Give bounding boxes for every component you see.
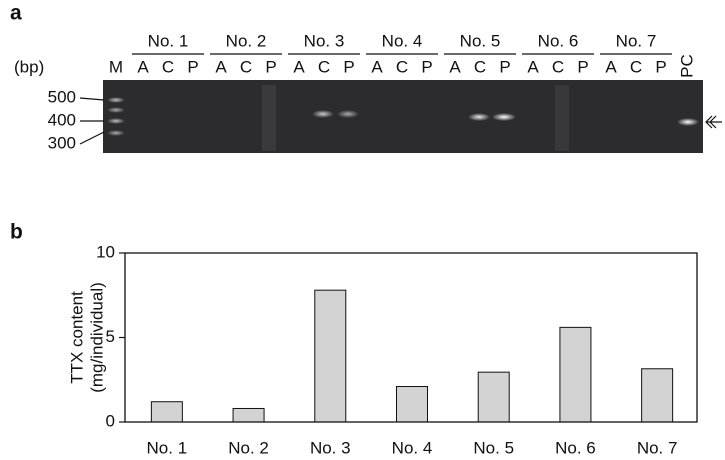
panel-label: a — [10, 2, 22, 25]
bar — [478, 372, 509, 422]
bar — [642, 369, 673, 422]
unit-label: (bp) — [14, 57, 44, 76]
y-tick-label: 10 — [96, 242, 115, 261]
lane-label: P — [421, 57, 432, 76]
bar — [560, 327, 591, 422]
x-tick-label: No. 4 — [392, 438, 433, 457]
marker-size: 400 — [48, 110, 76, 129]
bar — [397, 387, 428, 422]
lane-label: A — [293, 57, 305, 76]
marker-size: 300 — [48, 133, 76, 152]
lane-label: PC — [677, 54, 696, 78]
y-axis-label: TTX content — [67, 291, 86, 384]
lane-label: C — [162, 57, 174, 76]
lane-label: P — [577, 57, 588, 76]
lane-label: A — [215, 57, 227, 76]
y-axis-label: (mg/individual) — [87, 282, 106, 393]
gel — [103, 80, 703, 153]
lane-label: C — [474, 57, 486, 76]
y-tick-label: 0 — [106, 411, 115, 430]
x-tick-label: No. 7 — [637, 438, 678, 457]
group-label: No. 1 — [148, 31, 189, 50]
lane-label: A — [605, 57, 617, 76]
lane-label: P — [499, 57, 510, 76]
bar — [151, 402, 182, 422]
figure: a (bp) M PC No. 1ACPNo. 2ACPNo. 3ACPNo. … — [0, 0, 725, 460]
marker-size: 500 — [48, 87, 76, 106]
x-tick-label: No. 1 — [147, 438, 188, 457]
bar — [315, 290, 346, 422]
lane-label: P — [655, 57, 666, 76]
group-label: No. 7 — [616, 31, 657, 50]
lane-label: P — [265, 57, 276, 76]
bar — [233, 408, 264, 422]
x-tick-label: No. 3 — [310, 438, 351, 457]
group-label: No. 5 — [460, 31, 501, 50]
group-label: No. 6 — [538, 31, 579, 50]
lane-label: P — [187, 57, 198, 76]
lane-label: C — [396, 57, 408, 76]
y-tick-label: 5 — [106, 327, 115, 346]
x-tick-label: No. 5 — [473, 438, 514, 457]
lane-label: A — [371, 57, 383, 76]
lane-label: C — [552, 57, 564, 76]
lane-label: C — [630, 57, 642, 76]
x-tick-label: No. 6 — [555, 438, 596, 457]
group-label: No. 4 — [382, 31, 423, 50]
lane-label: C — [240, 57, 252, 76]
lane-label: M — [109, 57, 123, 76]
lane-label: C — [318, 57, 330, 76]
lane-label: A — [449, 57, 461, 76]
group-label: No. 3 — [304, 31, 345, 50]
lane-label: A — [527, 57, 539, 76]
bar-chart: 0 5 10 TTX content(mg/individual) No. 1 No. 2… — [67, 242, 697, 457]
x-tick-label: No. 2 — [228, 438, 269, 457]
lane-label: A — [137, 57, 149, 76]
panel-label: b — [10, 221, 23, 244]
group-label: No. 2 — [226, 31, 267, 50]
lane-label: P — [343, 57, 354, 76]
